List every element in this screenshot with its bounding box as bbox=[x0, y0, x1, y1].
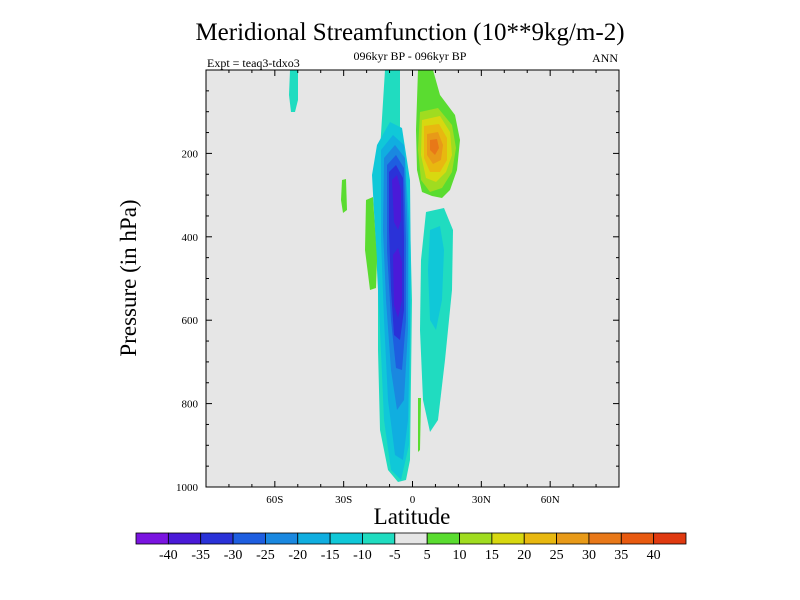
colorbar-swatch bbox=[394, 532, 428, 545]
colorbar-swatch bbox=[459, 532, 493, 545]
small-positive-cell bbox=[341, 179, 347, 213]
colorbar-swatch bbox=[297, 532, 331, 545]
y-tick-label: 800 bbox=[182, 399, 199, 411]
y-tick-label: 200 bbox=[182, 148, 199, 160]
upper-small-cell bbox=[289, 70, 298, 112]
x-tick-label: 60S bbox=[266, 494, 283, 506]
colorbar-label: -25 bbox=[256, 548, 275, 563]
colorbar-swatch bbox=[329, 532, 363, 545]
colorbar-label: 35 bbox=[614, 548, 628, 563]
y-axis-label: Pressure (in hPa) bbox=[116, 199, 141, 356]
northern-lower-negative-cell bbox=[418, 208, 453, 452]
colorbar-swatch bbox=[491, 532, 525, 545]
colorbar-label: 40 bbox=[647, 548, 661, 563]
colorbar-swatch bbox=[265, 532, 299, 545]
thin-positive-sliver bbox=[418, 398, 421, 452]
colorbar-label: 30 bbox=[582, 548, 596, 563]
colorbar-label: -20 bbox=[288, 548, 307, 563]
colorbar-swatch bbox=[135, 532, 169, 545]
y-tick-label: 1000 bbox=[176, 482, 199, 494]
colorbar bbox=[135, 532, 687, 545]
colorbar-swatch bbox=[167, 532, 202, 545]
colorbar-label: -40 bbox=[159, 548, 178, 563]
colorbar-label: -15 bbox=[321, 548, 340, 563]
colorbar-swatch bbox=[426, 532, 460, 545]
colorbar-swatch bbox=[362, 532, 396, 545]
colorbar-label: -35 bbox=[191, 548, 210, 563]
chart-subtitle: 096kyr BP - 096kyr BP bbox=[354, 49, 467, 63]
colorbar-swatch bbox=[232, 532, 266, 545]
colorbar-label: 20 bbox=[517, 548, 531, 563]
southern-side-lobe bbox=[365, 197, 377, 290]
colorbar-swatch bbox=[653, 532, 687, 545]
northern-positive-cell bbox=[416, 70, 460, 198]
colorbar-label: 10 bbox=[453, 548, 467, 563]
x-tick-label: 0 bbox=[410, 494, 416, 506]
colorbar-label: 5 bbox=[424, 548, 431, 563]
x-tick-label: 30S bbox=[335, 494, 352, 506]
contour-fields bbox=[289, 70, 460, 482]
contour-level-minus-10 bbox=[428, 226, 444, 330]
y-tick-label: 600 bbox=[182, 315, 199, 327]
season-label: ANN bbox=[592, 51, 618, 65]
colorbar-label: -10 bbox=[353, 548, 372, 563]
southern-negative-cell bbox=[372, 70, 412, 482]
colorbar-swatch bbox=[620, 532, 655, 545]
colorbar-label: 15 bbox=[485, 548, 499, 563]
experiment-label: Expt = teaq3-tdxo3 bbox=[207, 56, 300, 70]
colorbar-labels: -40 -35 -30 -25 -20 -15 -10 -5 5 10 15 20 25 30 35 40 bbox=[159, 548, 661, 563]
colorbar-swatch bbox=[200, 532, 234, 545]
contour-level-minus-35 bbox=[392, 175, 402, 318]
x-tick-label: 60N bbox=[541, 494, 560, 506]
x-tick-label: 30N bbox=[472, 494, 491, 506]
x-axis-label: Latitude bbox=[374, 504, 451, 529]
x-axis-ticks: 60S 30S 0 30N 60N bbox=[228, 70, 597, 506]
colorbar-swatch bbox=[588, 532, 622, 545]
colorbar-label: -5 bbox=[389, 548, 401, 563]
plot-background bbox=[206, 70, 619, 487]
colorbar-label: -30 bbox=[224, 548, 243, 563]
y-axis-ticks: 200 400 600 800 1000 bbox=[176, 90, 619, 494]
chart-title: Meridional Streamfunction (10**9kg/m-2) bbox=[195, 19, 624, 46]
colorbar-swatch bbox=[523, 532, 557, 545]
colorbar-swatch bbox=[556, 532, 590, 545]
y-tick-label: 400 bbox=[182, 232, 199, 244]
contour-level-plus-30 bbox=[430, 139, 439, 155]
colorbar-label: 25 bbox=[550, 548, 564, 563]
